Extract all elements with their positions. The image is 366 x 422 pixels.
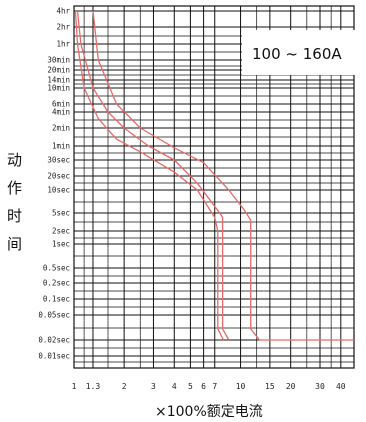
x-tick-label: 2 <box>122 382 127 391</box>
y-tick-label: 6min <box>52 100 70 109</box>
y-tick-label: 2min <box>52 124 70 133</box>
x-tick-label: 5 <box>188 382 193 391</box>
curve-2 <box>74 10 225 341</box>
y-tick-label: 2sec <box>52 227 70 236</box>
x-axis-title: ×100%额定电流 <box>155 404 263 420</box>
y-tick-label: 0.2sec <box>43 279 70 288</box>
annotation-text: 100 ~ 160A <box>252 45 342 63</box>
y-tick-label: 0.02sec <box>38 336 70 345</box>
x-tick-label: 40 <box>336 382 346 391</box>
y-tick-label: 30sec <box>47 156 70 165</box>
x-tick-label: 10 <box>236 382 246 391</box>
x-tick-label: 4 <box>172 382 177 391</box>
x-tick-label: 20 <box>286 382 296 391</box>
y-tick-label: 20min <box>47 66 70 75</box>
y-tick-label: 5sec <box>52 209 70 218</box>
y-tick-label: 0.5sec <box>43 264 70 273</box>
curves <box>74 10 354 341</box>
y-tick-label: 0.05sec <box>38 311 70 320</box>
y-tick-label: 10sec <box>47 186 70 195</box>
x-tick-label: 1 <box>72 382 77 391</box>
y-tick-label: 14min <box>47 76 70 85</box>
x-tick-label: 3 <box>151 382 156 391</box>
y-tick-label: 20sec <box>47 172 70 181</box>
annotation-box <box>242 30 362 75</box>
y-tick-label: 1hr <box>56 40 70 49</box>
y-tick-label: 10min <box>47 84 70 93</box>
y-axis-title-char-2: 作 <box>7 179 22 197</box>
y-axis-title: 动 作 时 间 <box>7 151 22 253</box>
x-tick-label: 6 <box>201 382 206 391</box>
y-axis-title-char-1: 动 <box>7 151 22 169</box>
y-tick-label: 30min <box>47 56 70 65</box>
y-tick-label: 2hr <box>56 23 70 32</box>
y-axis-title-char-3: 时 <box>7 207 22 225</box>
y-tick-label: 1sec <box>52 240 70 249</box>
x-tick-label: 1.3 <box>86 382 101 391</box>
curve-3 <box>92 10 354 341</box>
x-tick-label: 15 <box>265 382 275 391</box>
y-tick-label: 1min <box>52 142 70 151</box>
x-tick-labels: 1 1.3 2 3 4 5 6 7 10 15 20 30 40 <box>72 382 346 391</box>
y-axis-title-char-4: 间 <box>7 235 22 253</box>
curve-1 <box>76 10 230 341</box>
x-tick-label: 7 <box>212 382 217 391</box>
x-tick-label: 30 <box>315 382 325 391</box>
y-tick-label: 4min <box>52 108 70 117</box>
y-tick-label: 0.1sec <box>43 295 70 304</box>
y-tick-label: 4hr <box>56 7 70 16</box>
y-tick-label: 0.01sec <box>38 352 70 361</box>
